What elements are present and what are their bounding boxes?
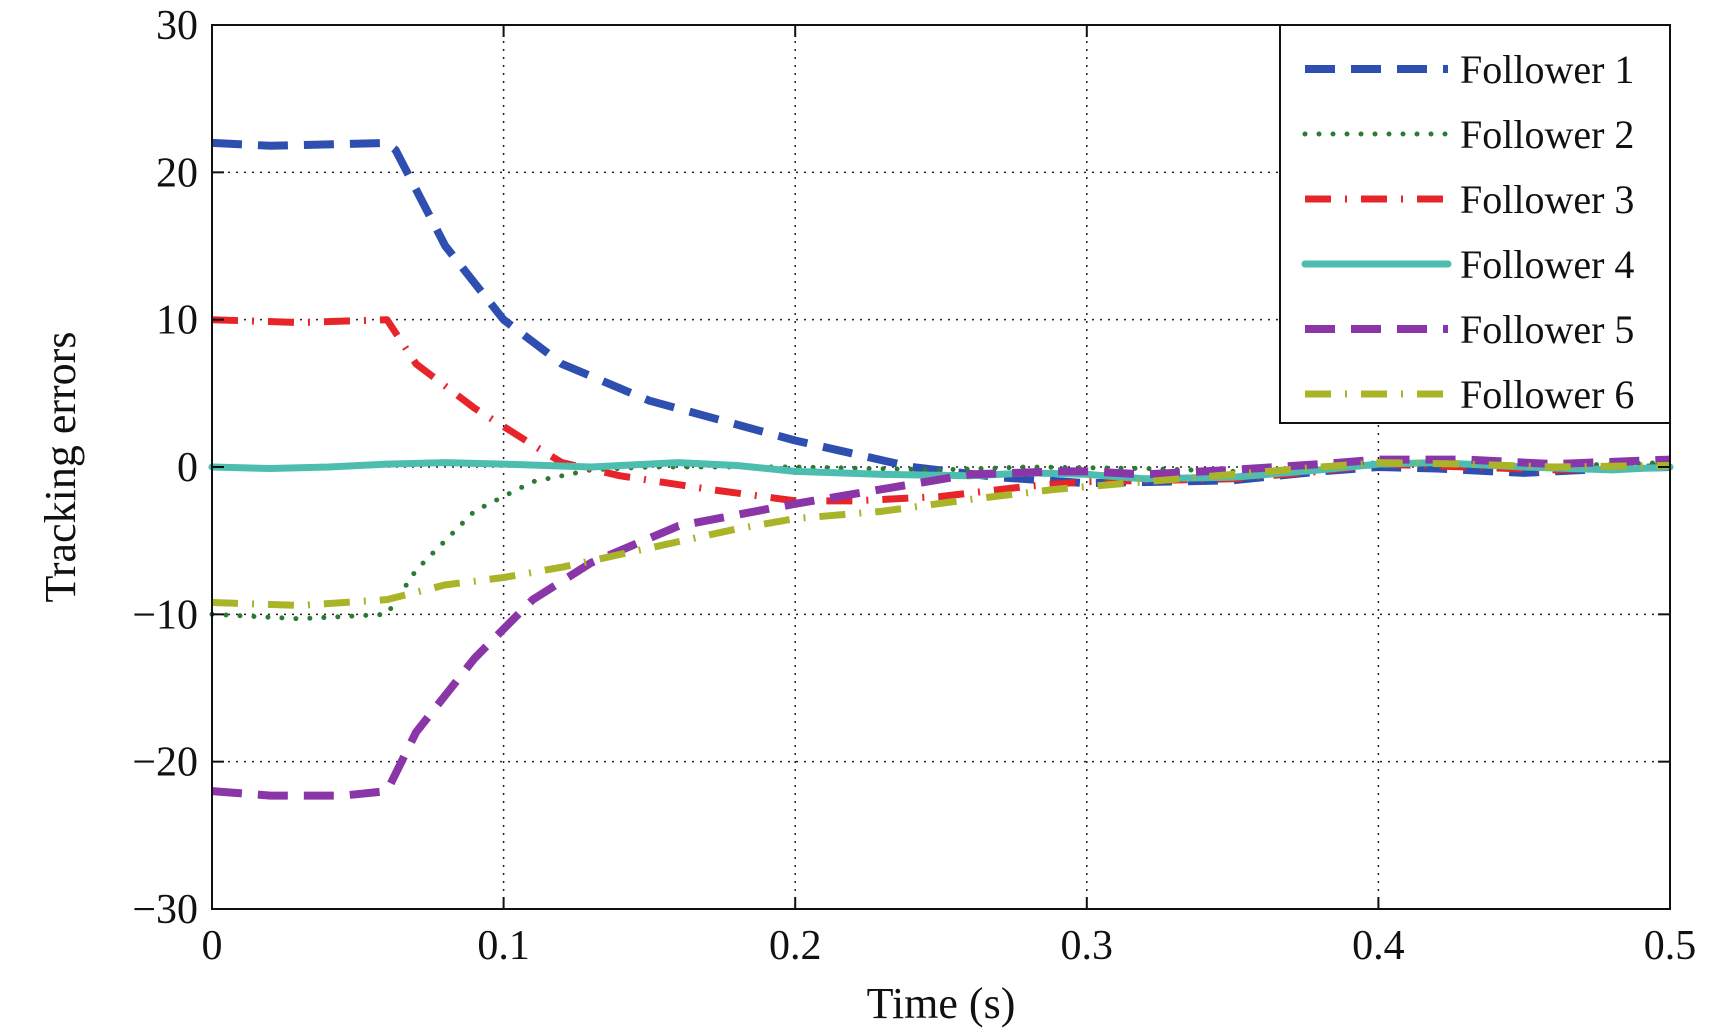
y-tick-label: 30 bbox=[156, 3, 198, 49]
x-tick-label: 0 bbox=[202, 923, 223, 969]
series-line-follower-2 bbox=[209, 460, 1673, 622]
legend-label-follower-1: Follower 1 bbox=[1460, 47, 1634, 92]
legend-label-follower-5: Follower 5 bbox=[1460, 307, 1634, 352]
series-line-follower-3 bbox=[211, 316, 1671, 505]
y-tick-label: −10 bbox=[132, 592, 198, 638]
y-tick-label: −30 bbox=[132, 887, 198, 933]
tick-layer: 0 0.1 0.2 0.3 0.4 0.5 30 20 10 0 −10 −20 −30 bbox=[132, 3, 1696, 969]
legend-label-follower-3: Follower 3 bbox=[1460, 177, 1634, 222]
y-tick-label: −20 bbox=[132, 740, 198, 786]
series-layer bbox=[208, 138, 1674, 800]
legend-label-follower-2: Follower 2 bbox=[1460, 112, 1634, 157]
series-line-follower-6 bbox=[211, 459, 1671, 609]
series-line-follower-1 bbox=[211, 138, 1671, 488]
y-tick-label: 20 bbox=[156, 150, 198, 196]
legend: Follower 1 Follower 2 Follower 3 Follower 4… bbox=[1279, 24, 1671, 424]
legend-label-follower-4: Follower 4 bbox=[1460, 242, 1634, 287]
y-tick-label: 10 bbox=[156, 298, 198, 344]
x-tick-label: 0.3 bbox=[1061, 923, 1114, 969]
x-tick-label: 0.4 bbox=[1352, 923, 1405, 969]
x-axis-label: Time (s) bbox=[867, 979, 1016, 1028]
x-tick-label: 0.2 bbox=[769, 923, 822, 969]
legend-label-follower-6: Follower 6 bbox=[1460, 372, 1634, 417]
y-axis-label: Tracking errors bbox=[36, 332, 85, 603]
x-tick-label: 0.5 bbox=[1644, 923, 1697, 969]
y-tick-label: 0 bbox=[177, 445, 198, 491]
x-tick-label: 0.1 bbox=[477, 923, 530, 969]
series-line-follower-5 bbox=[211, 455, 1671, 800]
legend-box bbox=[1279, 24, 1671, 424]
